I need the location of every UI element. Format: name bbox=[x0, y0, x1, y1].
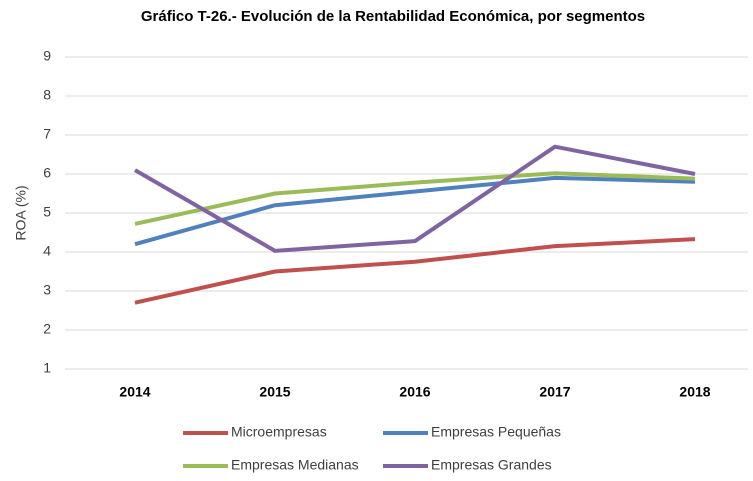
series-line bbox=[134, 171, 696, 226]
x-tick-label: 2017 bbox=[539, 384, 570, 400]
x-tick-label: 2016 bbox=[399, 384, 430, 400]
x-tick-label: 2015 bbox=[259, 384, 290, 400]
y-tick-label: 6 bbox=[43, 165, 51, 181]
y-axis-label: ROA (%) bbox=[13, 185, 29, 240]
y-tick-label: 4 bbox=[43, 243, 51, 259]
y-tick-label: 7 bbox=[43, 126, 51, 142]
x-tick-label: 2018 bbox=[679, 384, 710, 400]
x-tick-label: 2014 bbox=[119, 384, 150, 400]
legend-label: Empresas Medianas bbox=[231, 457, 359, 473]
y-tick-label: 2 bbox=[43, 321, 51, 337]
legend-label: Microempresas bbox=[231, 424, 327, 440]
legend-label: Empresas Pequeñas bbox=[431, 424, 561, 440]
legend-label: Empresas Grandes bbox=[431, 457, 552, 473]
y-tick-label: 8 bbox=[43, 87, 51, 103]
series-line bbox=[134, 175, 696, 247]
series-line bbox=[134, 237, 696, 305]
y-tick-label: 3 bbox=[43, 282, 51, 298]
chart-title: Gráfico T-26.- Evolución de la Rentabili… bbox=[141, 8, 645, 25]
y-tick-label: 9 bbox=[43, 48, 51, 64]
y-tick-label: 1 bbox=[43, 360, 51, 376]
series-line bbox=[134, 144, 696, 253]
y-tick-label: 5 bbox=[43, 204, 51, 220]
